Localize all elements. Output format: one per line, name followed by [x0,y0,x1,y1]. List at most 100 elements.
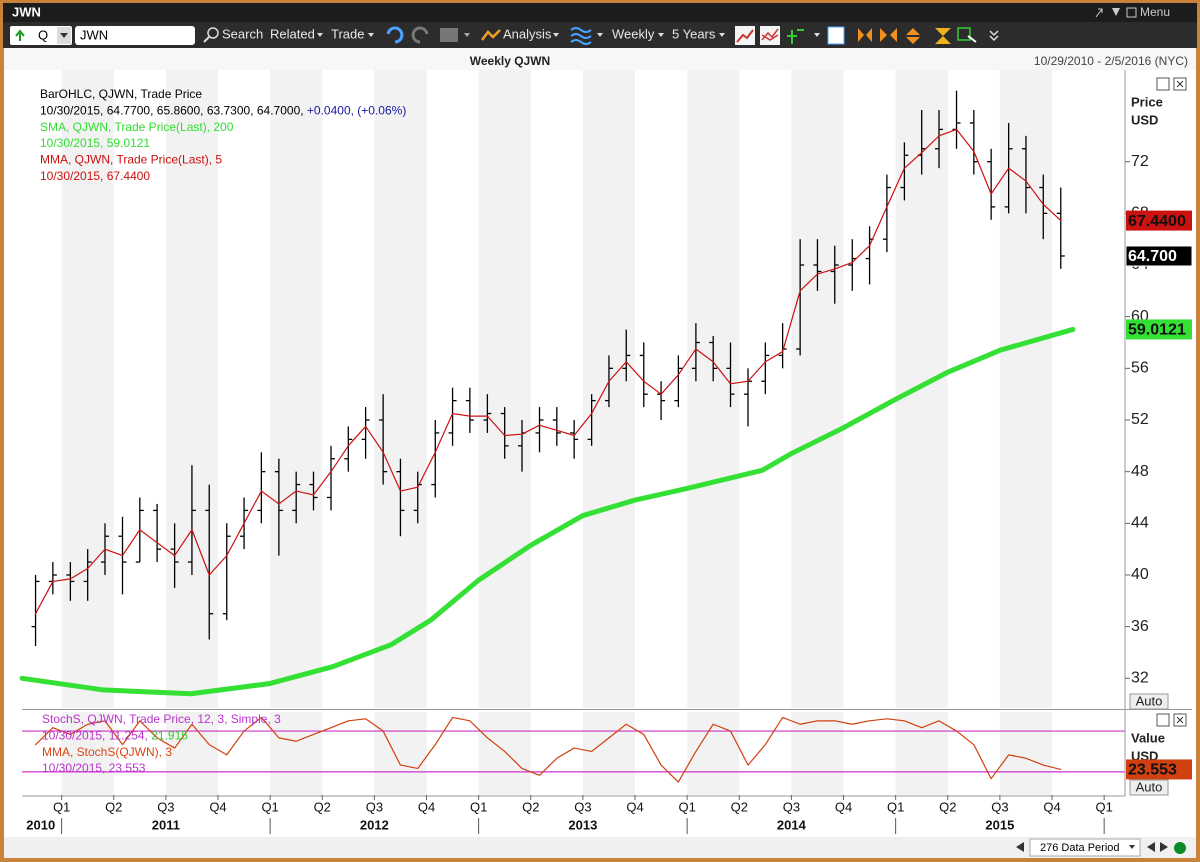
dropdown-arrow [658,33,664,37]
legend-entry: 10/30/2015, 11.254, 21.915 [42,729,188,743]
x-tick-label: Q1 [470,799,487,814]
legend-entry: 10/30/2015, 23.553 [42,761,146,775]
sma-line [19,326,1076,697]
x-tick-label: Q1 [261,799,278,814]
x-tick-label: Q3 [157,799,174,814]
legend-text: SMA, QJWN, Trade Price(Last), 200 [40,120,234,134]
quarter-shade [478,70,531,708]
scale-icon[interactable] [906,28,920,44]
x-tick-label: Q1 [1095,799,1112,814]
quarter-shade [791,712,844,795]
analysis-button[interactable]: Analysis [503,26,552,41]
quarter-shade [374,70,427,708]
panel-minimize[interactable] [1156,713,1170,727]
quarter-shade [374,712,427,795]
fit-icon[interactable] [880,28,897,42]
status-indicator [1174,842,1186,854]
legend-text: 10/30/2015, 67.4400 [40,169,150,183]
data-period-select[interactable] [1029,838,1141,857]
pop-out-icon[interactable] [1095,8,1103,18]
window-dropdown[interactable] [1112,8,1120,16]
dropdown-arrow [597,33,603,37]
y-tick-label: 72 [1131,153,1149,170]
hourglass-icon[interactable] [935,28,951,44]
zoom-icon[interactable] [858,28,872,42]
x-tick-label: Q4 [835,799,852,814]
ticker-text[interactable]: JWN [80,27,108,42]
studies-icon[interactable] [570,27,592,45]
legend-text: 10/30/2015, 59.0121 [40,136,150,150]
y-tick-label: 56 [1131,360,1149,377]
auto-button-label[interactable]: Auto [1136,693,1163,708]
legend-text: +0.0400, (+0.06%) [307,104,406,118]
auto-button[interactable] [1129,693,1169,710]
quarter-shade [165,712,218,795]
legend-text: 10/30/2015, 11.254, [42,729,151,743]
quarter-shade [791,70,844,708]
scroll-buttons[interactable] [1147,842,1168,852]
draw-icon[interactable] [787,29,804,44]
ticker-input[interactable] [75,26,195,45]
related-button[interactable]: Related [270,26,315,41]
year-label: 2012 [360,817,389,832]
x-tick-label: Q4 [209,799,226,814]
legend-entry: MMA, QJWN, Trade Price(Last), 5 [40,153,222,167]
year-label: 2010 [26,817,55,832]
security-type[interactable]: Q [38,27,48,42]
add-panel-icon[interactable] [827,26,845,45]
legend-entry: SMA, QJWN, Trade Price(Last), 200 [40,120,234,134]
up-arrow-icon [15,29,25,41]
x-tick-label: Q1 [678,799,695,814]
select-cursor [967,35,977,43]
folder-icon[interactable] [440,28,458,42]
x-tick-label: Q2 [731,799,748,814]
legend-text: MMA, StochS(QJWN), 3 [42,745,172,759]
trade-button[interactable]: Trade [331,26,364,41]
dropdown-arrow [1129,845,1135,849]
dropdown-arrow [814,33,820,37]
dropdown-arrow [553,33,559,37]
quarter-shade [687,70,740,708]
legend-text: MMA, QJWN, Trade Price(Last), 5 [40,153,222,167]
dropdown-arrow [60,33,68,38]
value-flag-label: 67.4400 [1128,213,1186,230]
x-tick-label: Q2 [314,799,331,814]
y-tick-label: 52 [1131,411,1149,428]
y-tick-label: 48 [1131,463,1149,480]
x-tick-label: Q1 [53,799,70,814]
value-flag-label: 59.0121 [1128,322,1186,339]
dropdown-arrow [317,33,323,37]
legend-text: 10/30/2015, 64.7700, 65.8600, 63.7300, 6… [40,104,307,118]
chart-title: Weekly QJWN [470,54,550,68]
undo-icon[interactable] [386,26,404,44]
search-button[interactable]: Search [222,26,263,41]
footer-bar [4,837,1196,858]
redo-icon[interactable] [411,26,429,44]
data-period[interactable]: 276 Data Period [1040,842,1120,854]
more-icon[interactable] [989,30,999,42]
x-tick-label: Q3 [366,799,383,814]
value-flag [1126,210,1192,231]
close-glyph [1176,716,1184,724]
select-icon[interactable] [957,27,971,41]
auto-button[interactable] [1129,779,1169,796]
range-button[interactable]: 5 Years [672,26,716,41]
quarter-shade [61,70,114,708]
dropdown-arrow [368,33,374,37]
scroll-left[interactable] [1016,842,1024,852]
x-tick-label: Q4 [1043,799,1060,814]
value-flag [1126,319,1192,340]
legend-entry: StochS, QJWN, Trade Price, 12, 3, Simple… [42,712,281,726]
legend-text: BarOHLC, QJWN, Trade Price [40,87,202,101]
compare-glyph [761,28,779,41]
menu-button[interactable]: Menu [1140,5,1170,19]
auto-button-label[interactable]: Auto [1136,779,1163,794]
year-label: 2011 [152,817,180,832]
panel-minimize[interactable] [1156,77,1170,91]
menu-icon[interactable] [1126,7,1137,18]
frequency-button[interactable]: Weekly [612,26,655,41]
legend-entry: 10/30/2015, 67.4400 [40,169,150,183]
security-type-box[interactable] [10,26,72,45]
title-bar [3,3,1197,22]
